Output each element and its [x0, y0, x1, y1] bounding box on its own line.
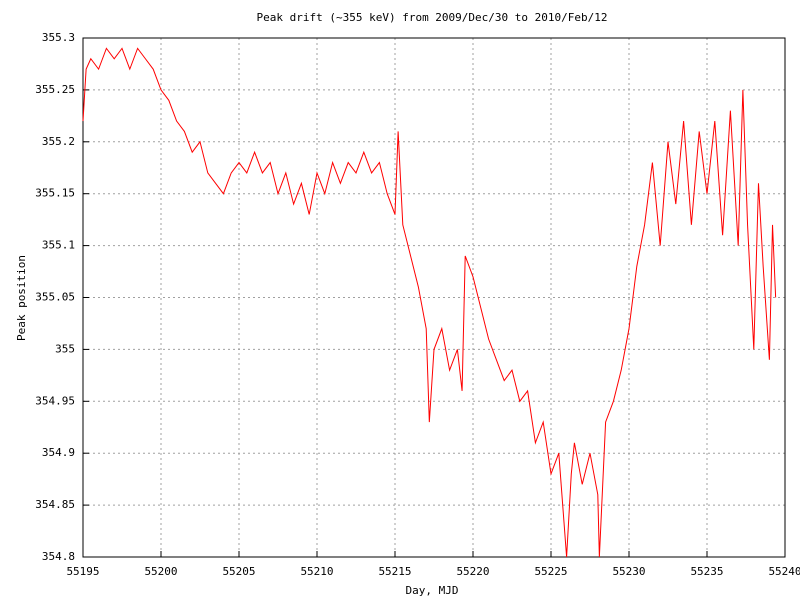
y-tick-label: 354.85 — [35, 498, 75, 511]
y-tick-label: 355.15 — [35, 187, 75, 200]
plot-border — [82, 37, 786, 558]
x-tick-label: 55205 — [222, 565, 255, 578]
y-tick-label: 355.1 — [42, 239, 75, 252]
y-tick-label: 355.3 — [42, 31, 75, 44]
x-tick-label: 55210 — [300, 565, 333, 578]
x-tick-label: 55200 — [144, 565, 177, 578]
chart-title: Peak drift (~355 keV) from 2009/Dec/30 t… — [257, 11, 608, 24]
y-tick-label: 355.05 — [35, 291, 75, 304]
y-tick-label: 355.25 — [35, 83, 75, 96]
x-tick-label: 55195 — [66, 565, 99, 578]
y-axis-label: Peak position — [15, 255, 28, 341]
x-tick-label: 55230 — [612, 565, 645, 578]
y-tick-label: 354.9 — [42, 446, 75, 459]
x-axis-label: Day, MJD — [406, 584, 459, 597]
y-tick-label: 355.2 — [42, 135, 75, 148]
x-tick-label: 55225 — [534, 565, 567, 578]
y-tick-label: 354.8 — [42, 550, 75, 563]
x-tick-label: 55240 — [768, 565, 800, 578]
x-tick-label: 55235 — [690, 565, 723, 578]
y-tick-label: 355 — [55, 342, 75, 355]
y-tick-label: 354.95 — [35, 394, 75, 407]
data-line — [82, 47, 777, 558]
x-tick-label: 55215 — [378, 565, 411, 578]
x-tick-label: 55220 — [456, 565, 489, 578]
